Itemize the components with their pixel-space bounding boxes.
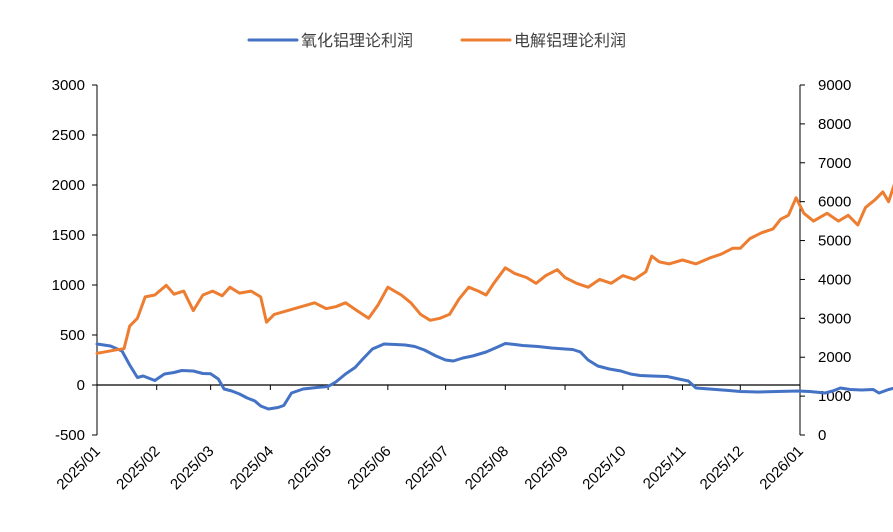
left-axis-tick-label: 1000 — [52, 277, 85, 294]
x-axis-tick-label: 2025/11 — [640, 443, 690, 493]
right-axis-tick-label: 3000 — [818, 310, 851, 327]
right-axis-tick-label: 6000 — [818, 194, 851, 211]
axes: 300025002000150010005000-500900080007000… — [52, 77, 852, 493]
x-axis-tick-label: 2025/10 — [579, 443, 629, 493]
right-axis-tick-label: 7000 — [818, 155, 851, 172]
left-axis-tick-label: 2000 — [52, 177, 85, 194]
left-axis-tick-label: 1500 — [52, 227, 85, 244]
x-axis-tick-label: 2025/09 — [521, 443, 571, 493]
right-axis-tick-label: 5000 — [818, 233, 851, 250]
right-axis-tick-label: 4000 — [818, 271, 851, 288]
left-axis-tick-label: 500 — [60, 327, 85, 344]
left-axis-tick-label: 3000 — [52, 77, 85, 94]
series-lines — [95, 183, 893, 411]
right-axis-tick-label: 0 — [818, 427, 826, 444]
legend-label-alumina: 氧化铝理论利润 — [301, 31, 413, 50]
x-axis-tick-label: 2025/07 — [402, 443, 452, 493]
series-line-alumina — [95, 342, 893, 411]
right-axis-tick-label: 9000 — [818, 77, 851, 94]
series-line-electrolytic-aluminum — [95, 183, 893, 355]
left-axis-tick-label: -500 — [55, 427, 85, 444]
x-axis-tick-label: 2025/02 — [113, 443, 163, 493]
left-axis-tick-label: 0 — [77, 377, 85, 394]
x-axis-tick-label: 2025/12 — [697, 443, 747, 493]
x-axis-tick-label: 2025/05 — [285, 443, 335, 493]
x-axis-tick-label: 2025/04 — [227, 443, 277, 493]
x-axis-tick-label: 2025/08 — [462, 443, 512, 493]
right-axis-tick-label: 2000 — [818, 349, 851, 366]
left-axis-tick-label: 2500 — [52, 127, 85, 144]
x-axis-tick-label: 2025/06 — [344, 443, 394, 493]
right-axis-tick-label: 8000 — [818, 116, 851, 133]
legend: 氧化铝理论利润 电解铝理论利润 — [247, 31, 626, 50]
x-axis-tick-label: 2026/01 — [756, 443, 806, 493]
x-axis-tick-label: 2025/01 — [53, 443, 103, 493]
x-axis-tick-label: 2025/03 — [167, 443, 217, 493]
legend-label-electrolytic-aluminum: 电解铝理论利润 — [514, 31, 626, 50]
